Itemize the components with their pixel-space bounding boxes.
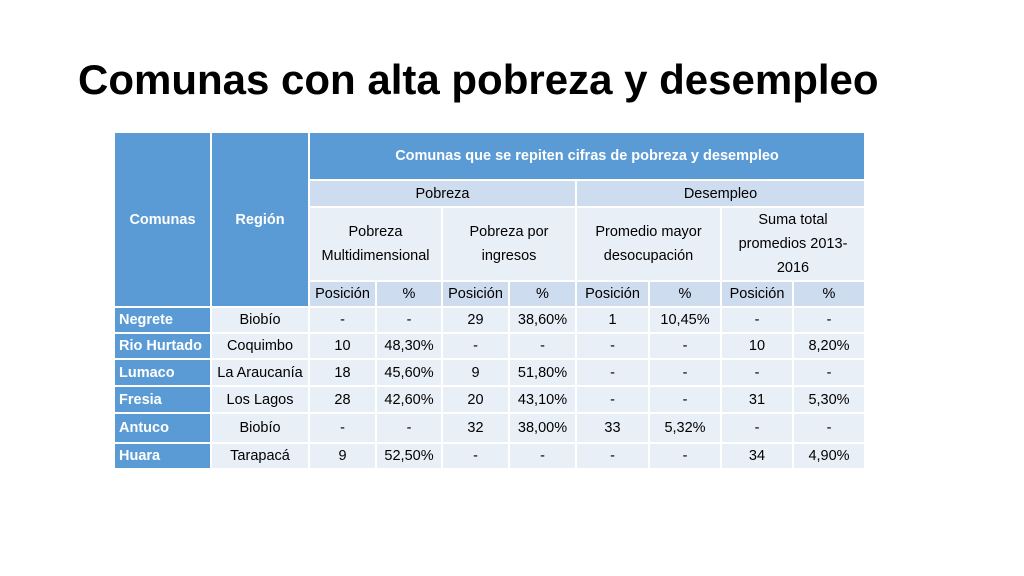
cell-stp-pct: 8,20% (792, 332, 866, 360)
cell-pmd-pos: 33 (575, 412, 650, 444)
cell-stp-pct: - (792, 358, 866, 387)
cell-pi-pos: - (441, 332, 510, 360)
cell-pm-pct: 45,60% (375, 358, 443, 387)
cell-pi-pos: 32 (441, 412, 510, 444)
cell-pi-pct: 38,60% (508, 306, 577, 334)
cell-pm-pos: 10 (308, 332, 377, 360)
header-pobreza-multidimensional: Pobreza Multidimensional (308, 206, 443, 282)
cell-stp-pct: - (792, 306, 866, 334)
cell-pi-pos: 20 (441, 385, 510, 414)
cell-stp-pos: - (720, 412, 794, 444)
table-row: Fresia Los Lagos 28 42,60% 20 43,10% - -31 5,30% (113, 385, 866, 414)
data-table: Comunas Región Comunas que se repiten ci… (113, 131, 866, 470)
cell-pmd-pct: - (648, 332, 722, 360)
cell-pi-pct: 51,80% (508, 358, 577, 387)
header-promedio-desocupacion: Promedio mayor desocupación (575, 206, 722, 282)
cell-pmd-pos: - (575, 332, 650, 360)
cell-pmd-pos: - (575, 358, 650, 387)
cell-pm-pos: 9 (308, 442, 377, 470)
cell-pm-pct: - (375, 306, 443, 334)
cell-pi-pos: 29 (441, 306, 510, 334)
header-group-title: Comunas que se repiten cifras de pobreza… (308, 131, 866, 181)
cell-pm-pct: 48,30% (375, 332, 443, 360)
cell-pm-pct: 42,60% (375, 385, 443, 414)
header-suma-total-promedios: Suma total promedios 2013-2016 (720, 206, 866, 282)
header-percent: % (792, 280, 866, 308)
header-comunas: Comunas (113, 131, 212, 308)
table-body: Negrete Biobío - -29 38,60% 1 10,45% - - Rio Hurt… (113, 306, 866, 470)
cell-region: Coquimbo (210, 332, 310, 360)
header-posicion: Posición (441, 280, 510, 308)
cell-pmd-pct: - (648, 358, 722, 387)
cell-stp-pos: 34 (720, 442, 794, 470)
cell-pi-pos: - (441, 442, 510, 470)
cell-comuna: Lumaco (113, 358, 212, 387)
table-row: Negrete Biobío - -29 38,60% 1 10,45% - - (113, 306, 866, 334)
cell-stp-pos: 10 (720, 332, 794, 360)
cell-comuna: Rio Hurtado (113, 332, 212, 360)
cell-comuna: Huara (113, 442, 212, 470)
table-row: Huara Tarapacá 9 52,50% - - - -34 4,90% (113, 442, 866, 470)
cell-region: Los Lagos (210, 385, 310, 414)
cell-pmd-pct: - (648, 385, 722, 414)
cell-region: Biobío (210, 412, 310, 444)
cell-pm-pos: 28 (308, 385, 377, 414)
cell-stp-pos: - (720, 306, 794, 334)
cell-pm-pos: - (308, 306, 377, 334)
cell-pi-pct: 38,00% (508, 412, 577, 444)
cell-region: La Araucanía (210, 358, 310, 387)
cell-comuna: Antuco (113, 412, 212, 444)
cell-region: Tarapacá (210, 442, 310, 470)
header-percent: % (648, 280, 722, 308)
cell-region: Biobío (210, 306, 310, 334)
cell-pi-pct: 43,10% (508, 385, 577, 414)
cell-comuna: Negrete (113, 306, 212, 334)
header-posicion: Posición (720, 280, 794, 308)
cell-stp-pos: 31 (720, 385, 794, 414)
slide-title: Comunas con alta pobreza y desempleo (78, 56, 879, 103)
table-row: Rio Hurtado Coquimbo 10 48,30% - - - -10 8,20% (113, 332, 866, 360)
header-posicion: Posición (575, 280, 650, 308)
header-percent: % (508, 280, 577, 308)
table-row: Antuco Biobío - -32 38,00% 33 5,32% - - (113, 412, 866, 444)
cell-pmd-pct: 10,45% (648, 306, 722, 334)
cell-pmd-pct: 5,32% (648, 412, 722, 444)
cell-pi-pct: - (508, 332, 577, 360)
cell-stp-pos: - (720, 358, 794, 387)
cell-pm-pos: 18 (308, 358, 377, 387)
header-region: Región (210, 131, 310, 308)
header-desempleo: Desempleo (575, 179, 866, 208)
header-posicion: Posición (308, 280, 377, 308)
cell-stp-pct: 5,30% (792, 385, 866, 414)
cell-pi-pct: - (508, 442, 577, 470)
header-pobreza-ingresos: Pobreza por ingresos (441, 206, 577, 282)
cell-pmd-pct: - (648, 442, 722, 470)
cell-comuna: Fresia (113, 385, 212, 414)
cell-pi-pos: 9 (441, 358, 510, 387)
cell-pm-pct: - (375, 412, 443, 444)
cell-pm-pos: - (308, 412, 377, 444)
cell-pmd-pos: - (575, 442, 650, 470)
cell-pm-pct: 52,50% (375, 442, 443, 470)
cell-pmd-pos: - (575, 385, 650, 414)
header-pobreza: Pobreza (308, 179, 577, 208)
header-percent: % (375, 280, 443, 308)
cell-stp-pct: 4,90% (792, 442, 866, 470)
cell-pmd-pos: 1 (575, 306, 650, 334)
table-row: Lumaco La Araucanía 18 45,60% 9 51,80% - - - - (113, 358, 866, 387)
cell-stp-pct: - (792, 412, 866, 444)
